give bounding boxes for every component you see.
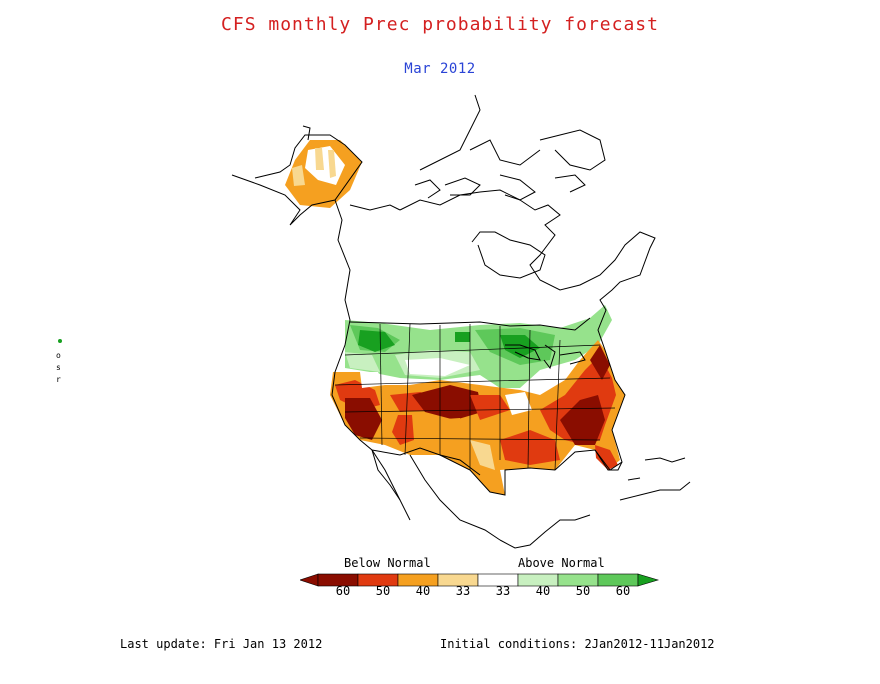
legend-tick: 40	[535, 584, 551, 598]
above-normal-band	[345, 305, 612, 388]
legend-tick: 50	[375, 584, 391, 598]
svg-text:o: o	[56, 351, 61, 360]
legend-colorbar	[300, 573, 660, 587]
page-subtitle: Mar 2012	[404, 61, 476, 77]
legend-tick: 40	[415, 584, 431, 598]
legend-above-label: Above Normal	[518, 556, 605, 570]
svg-text:r: r	[56, 375, 61, 384]
state-borders	[334, 323, 616, 471]
legend-arrow-left	[300, 573, 319, 587]
coastlines	[231, 94, 691, 549]
legend-tick: 33	[495, 584, 511, 598]
legend-arrow-right	[637, 573, 660, 587]
legend-tick: 50	[575, 584, 591, 598]
page-title: CFS monthly Prec probability forecast	[221, 14, 659, 35]
last-update-text: Last update: Fri Jan 13 2012	[120, 637, 323, 651]
legend-below-label: Below Normal	[344, 556, 431, 570]
alaska-shading	[285, 140, 362, 208]
legend-tick: 60	[615, 584, 631, 598]
legend-tick: 33	[455, 584, 471, 598]
svg-text:s: s	[56, 363, 61, 372]
initial-conditions-text: Initial conditions: 2Jan2012-11Jan2012	[440, 637, 715, 651]
legend-tick: 60	[335, 584, 351, 598]
side-marker-glyph: o s r	[56, 339, 62, 384]
below-normal-region	[330, 340, 625, 495]
